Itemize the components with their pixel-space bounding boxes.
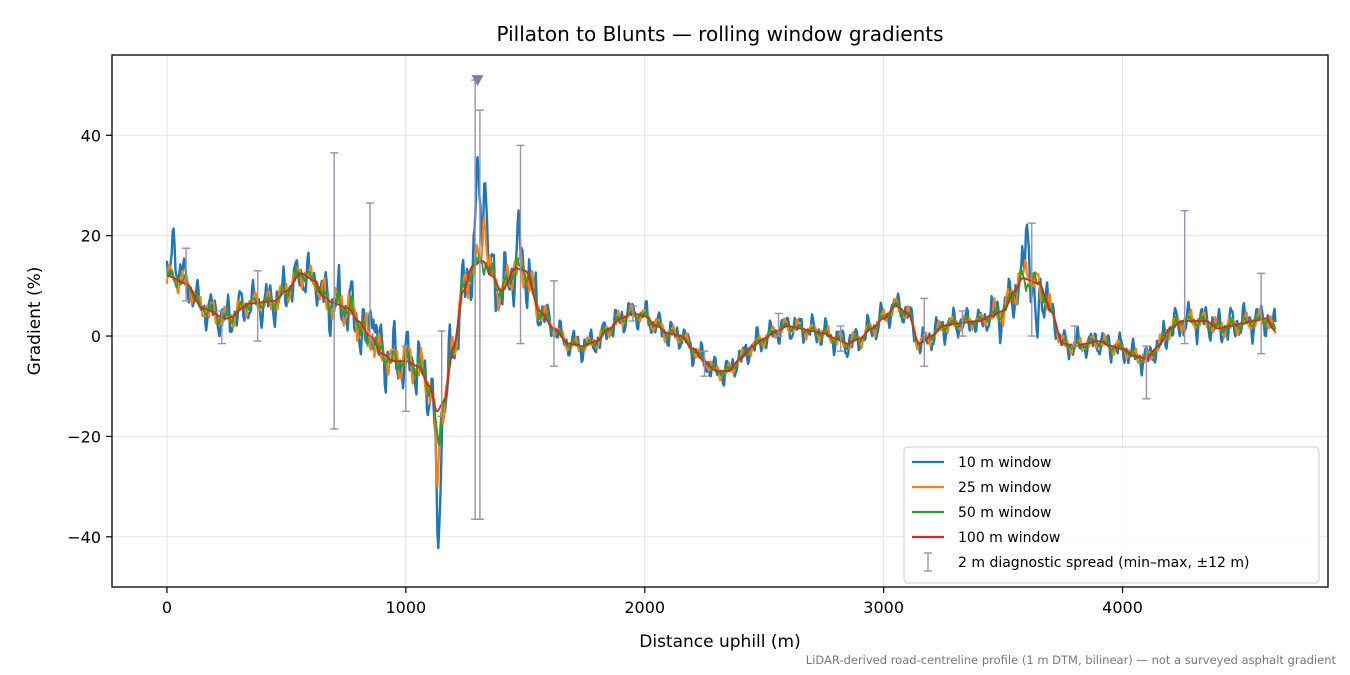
diagnostic-spread-bar xyxy=(549,280,558,367)
diagnostic-spread-bar xyxy=(700,350,709,377)
y-tick-label: 40 xyxy=(81,126,101,145)
legend-entry: 2 m diagnostic spread (min–max, ±12 m) xyxy=(924,552,1249,572)
diagnostic-spread-bar xyxy=(774,312,783,337)
max-gradient-marker xyxy=(471,75,484,87)
legend: 10 m window 25 m window 50 m window 100 m w… xyxy=(903,446,1320,584)
legend-entry: 10 m window xyxy=(912,455,1051,471)
legend-label: 2 m diagnostic spread (min–max, ±12 m) xyxy=(958,555,1249,571)
diagnostic-spread-bar xyxy=(182,247,191,302)
x-tick-label: 1000 xyxy=(385,598,426,617)
diagnostic-spread-bar xyxy=(366,202,375,347)
legend-entry: 25 m window xyxy=(912,480,1051,496)
y-tick-label: 20 xyxy=(81,227,101,246)
footnote: LiDAR-derived road-centreline profile (1… xyxy=(806,653,1337,667)
diagnostic-spread-bar xyxy=(253,270,262,342)
diagnostic-spread-bar xyxy=(330,152,339,430)
diagnostic-spread-bar xyxy=(958,310,967,337)
diagnostic-spread-bar xyxy=(516,144,525,345)
y-tick-label: 0 xyxy=(91,327,101,346)
grid xyxy=(112,55,1328,587)
legend-label: 50 m window xyxy=(958,505,1051,521)
diagnostic-spread-bar xyxy=(1257,272,1266,355)
plot-area xyxy=(165,155,1277,550)
diagnostic-spread-bar xyxy=(920,297,929,367)
chart-title: Pillaton to Blunts — rolling window grad… xyxy=(496,22,943,46)
diagnostic-spread-bars xyxy=(182,79,1266,520)
diagnostic-spread-bar xyxy=(836,325,845,352)
y-tick-label: −40 xyxy=(67,528,101,547)
diagnostic-spread-bar xyxy=(1070,325,1079,347)
diagnostic-spread-bar xyxy=(401,345,410,413)
diagnostic-spread-bar xyxy=(475,109,484,520)
legend-label: 10 m window xyxy=(958,455,1051,471)
y-axis-label: Gradient (%) xyxy=(25,267,45,376)
diagnostic-spread-bar xyxy=(1027,222,1036,337)
x-tick-label: 4000 xyxy=(1102,598,1143,617)
diagnostic-spread-bar xyxy=(1180,209,1189,345)
diagnostic-spread-bar xyxy=(628,305,637,322)
max-marker-triangle xyxy=(471,75,484,87)
axis-ticks: 0 1000 2000 3000 4000 −40 −20 0 20 40 xyxy=(67,126,1143,617)
legend-entry: 100 m window xyxy=(912,530,1060,546)
diagnostic-spread-bar xyxy=(1142,345,1151,400)
x-tick-label: 3000 xyxy=(863,598,904,617)
series-line-100-m-window xyxy=(166,259,1276,413)
x-tick-label: 2000 xyxy=(624,598,665,617)
legend-label: 25 m window xyxy=(958,480,1051,496)
diagnostic-spread-bar xyxy=(217,310,226,345)
legend-box xyxy=(903,446,1320,584)
diagnostic-spread-bar xyxy=(437,330,446,418)
plot-frame xyxy=(111,54,1329,588)
y-tick-label: −20 xyxy=(67,427,101,446)
x-tick-label: 0 xyxy=(162,598,172,617)
x-axis-label: Distance uphill (m) xyxy=(639,632,800,652)
legend-entry: 50 m window xyxy=(912,505,1051,521)
legend-label: 100 m window xyxy=(958,530,1060,546)
